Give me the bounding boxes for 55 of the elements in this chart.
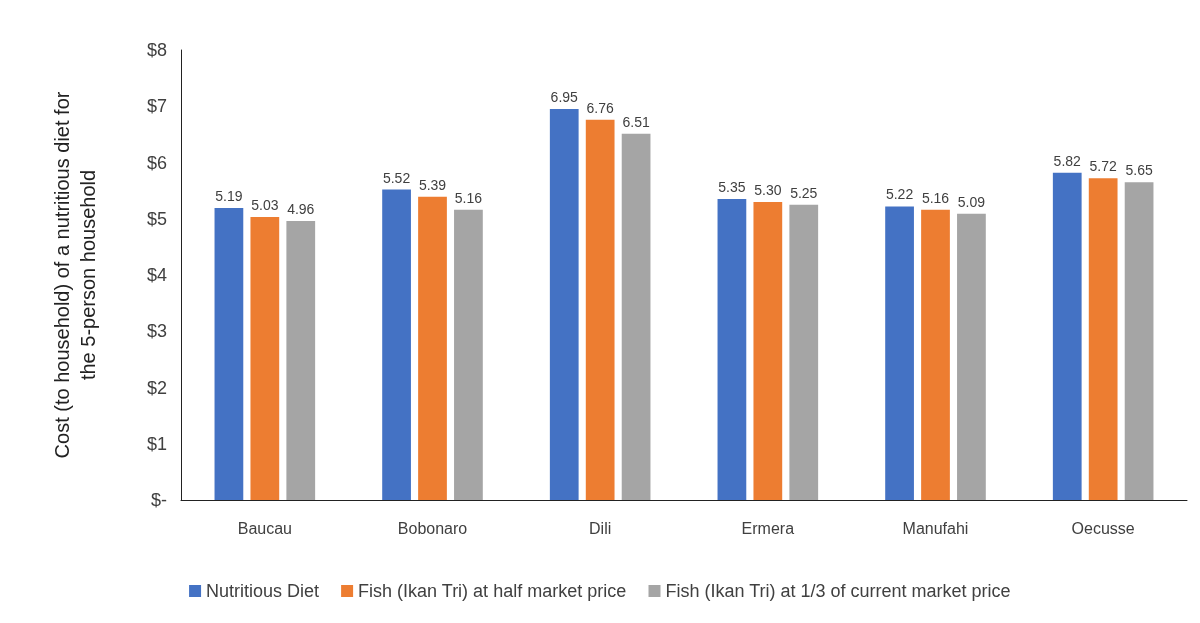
bar xyxy=(789,204,819,500)
legend-label: Nutritious Diet xyxy=(206,581,320,601)
bar xyxy=(753,201,783,500)
data-label: 5.03 xyxy=(251,197,279,214)
data-label: 5.82 xyxy=(1053,152,1082,169)
bar xyxy=(717,199,747,500)
bar xyxy=(286,221,316,500)
data-label: 5.09 xyxy=(957,193,986,210)
y-tick-label: $4 xyxy=(146,265,167,285)
data-label: 4.96 xyxy=(287,201,315,217)
bar xyxy=(418,196,447,500)
x-tick-label: Dili xyxy=(589,519,612,537)
data-label: 5.39 xyxy=(418,176,447,193)
data-label: 5.22 xyxy=(885,186,914,203)
bar xyxy=(1124,182,1154,500)
x-tick-label: Baucau xyxy=(237,519,292,537)
y-tick-label: $7 xyxy=(146,96,167,117)
x-tick-label: Oecusse xyxy=(1071,519,1135,537)
legend-label: Fish (Ikan Tri) at 1/3 of current market price xyxy=(665,581,1011,601)
bar xyxy=(621,133,651,500)
data-label: 5.16 xyxy=(921,189,950,206)
data-label: 5.19 xyxy=(215,188,243,205)
data-label: 6.76 xyxy=(586,99,614,116)
bar xyxy=(585,119,615,500)
bar xyxy=(921,209,950,500)
x-tick-label: Bobonaro xyxy=(397,519,468,537)
x-tick-label: Manufahi xyxy=(902,519,969,537)
y-tick-label: $- xyxy=(150,490,167,510)
data-label: 5.52 xyxy=(382,169,411,186)
bar xyxy=(1052,172,1082,500)
y-tick-label: $1 xyxy=(146,433,167,454)
data-label: 5.65 xyxy=(1125,162,1153,179)
y-tick-label: $3 xyxy=(146,321,167,342)
y-tick-label: $8 xyxy=(146,40,167,60)
y-tick-label: $6 xyxy=(146,152,167,173)
bar xyxy=(885,206,914,500)
bar xyxy=(454,209,483,500)
bar xyxy=(1088,178,1118,500)
bar xyxy=(957,213,986,500)
y-axis-title: Cost (to household) of a nutritious diet for the 5-person household xyxy=(51,91,99,459)
legend-label: Fish (Ikan Tri) at half market price xyxy=(358,581,627,601)
data-label: 6.95 xyxy=(550,89,579,106)
data-label: 5.16 xyxy=(454,189,483,206)
x-tick-label: Ermera xyxy=(741,519,795,537)
data-label: 5.72 xyxy=(1089,158,1117,175)
data-label: 6.51 xyxy=(622,113,650,130)
y-tick-label: $5 xyxy=(146,208,167,229)
data-label: 5.25 xyxy=(790,184,818,201)
data-label: 5.35 xyxy=(718,179,746,196)
bar xyxy=(214,208,244,500)
data-label: 5.30 xyxy=(754,181,782,198)
bar xyxy=(250,217,280,500)
bar xyxy=(382,189,411,500)
bar xyxy=(549,109,579,500)
y-tick-label: $2 xyxy=(146,377,167,398)
